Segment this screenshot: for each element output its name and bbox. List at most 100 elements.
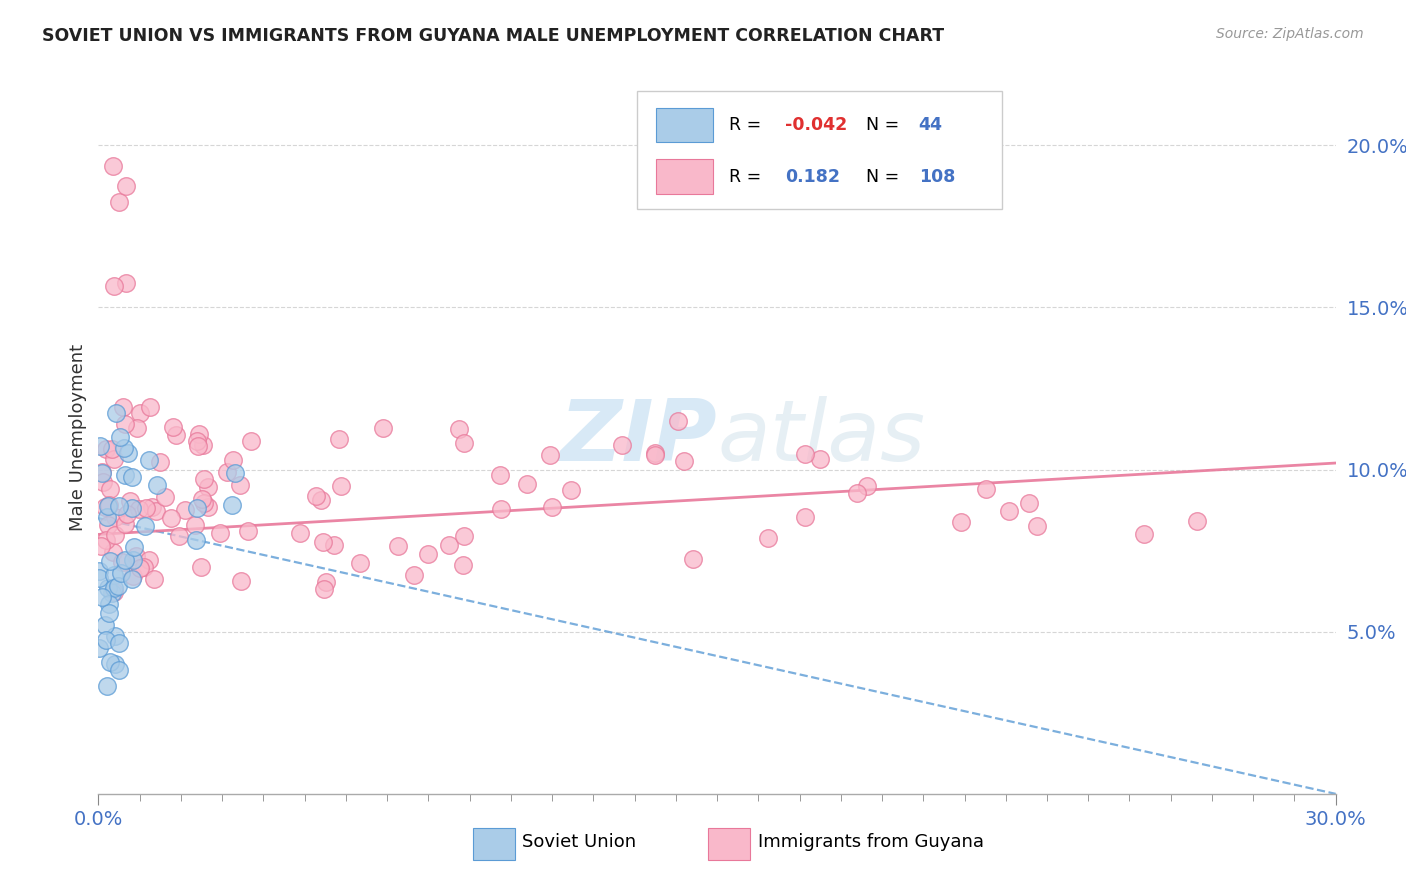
Point bbox=[97, 597, 120, 611]
Point bbox=[138, 452, 160, 467]
Point bbox=[115, 276, 138, 290]
Text: ZIP: ZIP bbox=[560, 395, 717, 479]
Point bbox=[193, 496, 215, 510]
Point bbox=[104, 509, 127, 524]
Point bbox=[856, 479, 879, 493]
Point bbox=[330, 478, 353, 492]
Point bbox=[489, 468, 512, 483]
Point bbox=[1026, 519, 1049, 533]
Point bbox=[165, 428, 187, 442]
Point bbox=[489, 502, 512, 516]
Point bbox=[305, 489, 328, 503]
Text: Source: ZipAtlas.com: Source: ZipAtlas.com bbox=[1216, 27, 1364, 41]
Text: -0.042: -0.042 bbox=[785, 116, 848, 134]
Point bbox=[111, 555, 134, 569]
Text: 44: 44 bbox=[918, 116, 943, 134]
Point bbox=[453, 528, 475, 542]
Text: Immigrants from Guyana: Immigrants from Guyana bbox=[758, 833, 984, 851]
Text: atlas: atlas bbox=[717, 395, 925, 479]
Point bbox=[191, 438, 214, 452]
Point bbox=[190, 559, 212, 574]
Point bbox=[103, 585, 125, 599]
Point bbox=[756, 531, 779, 545]
Point bbox=[117, 446, 139, 460]
Point bbox=[186, 501, 208, 516]
Point bbox=[1185, 514, 1208, 528]
Point bbox=[229, 478, 252, 492]
Point bbox=[997, 503, 1019, 517]
Point bbox=[87, 564, 110, 578]
Point bbox=[129, 561, 152, 575]
Point bbox=[94, 442, 117, 456]
Point bbox=[97, 581, 120, 595]
Point bbox=[108, 663, 131, 677]
Point bbox=[949, 515, 972, 529]
Text: Soviet Union: Soviet Union bbox=[522, 833, 636, 851]
Point bbox=[96, 679, 118, 693]
Point bbox=[112, 441, 135, 455]
Point bbox=[846, 486, 869, 500]
Point bbox=[112, 400, 135, 414]
Point bbox=[96, 499, 118, 513]
Point bbox=[215, 465, 238, 479]
Point bbox=[387, 539, 409, 553]
Point bbox=[191, 491, 214, 506]
Point bbox=[560, 483, 582, 497]
Point bbox=[89, 640, 111, 655]
Point bbox=[644, 448, 666, 462]
Point bbox=[125, 549, 148, 563]
Text: 0.182: 0.182 bbox=[785, 168, 841, 186]
Point bbox=[90, 466, 112, 480]
Point bbox=[103, 581, 125, 595]
Text: N =: N = bbox=[866, 116, 904, 134]
Point bbox=[1132, 527, 1154, 541]
Point bbox=[93, 500, 115, 514]
Point bbox=[87, 571, 110, 585]
Point bbox=[239, 434, 262, 448]
Point bbox=[93, 618, 115, 632]
FancyBboxPatch shape bbox=[657, 108, 713, 143]
Point bbox=[101, 442, 124, 457]
Point bbox=[315, 575, 337, 590]
Point bbox=[121, 568, 143, 582]
Point bbox=[103, 451, 125, 466]
Point bbox=[114, 467, 136, 482]
Point bbox=[167, 529, 190, 543]
Point bbox=[145, 504, 167, 518]
Point bbox=[1018, 495, 1040, 509]
Point bbox=[129, 406, 152, 420]
Point bbox=[98, 655, 121, 669]
Point bbox=[439, 538, 461, 552]
Point bbox=[418, 547, 440, 561]
Point bbox=[90, 539, 112, 553]
Point bbox=[183, 518, 205, 533]
Point bbox=[793, 510, 815, 524]
Point bbox=[107, 636, 129, 650]
Text: R =: R = bbox=[730, 168, 768, 186]
Point bbox=[197, 500, 219, 515]
Point bbox=[447, 422, 470, 436]
Point bbox=[104, 629, 127, 643]
Point bbox=[160, 510, 183, 524]
Point bbox=[91, 591, 114, 605]
Point bbox=[134, 519, 156, 533]
Point bbox=[453, 436, 475, 450]
Point bbox=[91, 466, 114, 480]
Point bbox=[96, 509, 118, 524]
Point bbox=[135, 501, 157, 516]
FancyBboxPatch shape bbox=[657, 160, 713, 194]
Point bbox=[184, 533, 207, 548]
Point bbox=[108, 499, 131, 513]
Point bbox=[224, 467, 246, 481]
Text: 108: 108 bbox=[918, 168, 955, 186]
Point bbox=[96, 633, 118, 648]
Point bbox=[540, 500, 562, 514]
FancyBboxPatch shape bbox=[637, 91, 1001, 209]
Point bbox=[309, 492, 332, 507]
Point bbox=[100, 554, 122, 568]
Point bbox=[103, 567, 125, 582]
Point bbox=[114, 417, 136, 431]
Point bbox=[138, 553, 160, 567]
Point bbox=[114, 516, 136, 531]
Point bbox=[118, 493, 141, 508]
